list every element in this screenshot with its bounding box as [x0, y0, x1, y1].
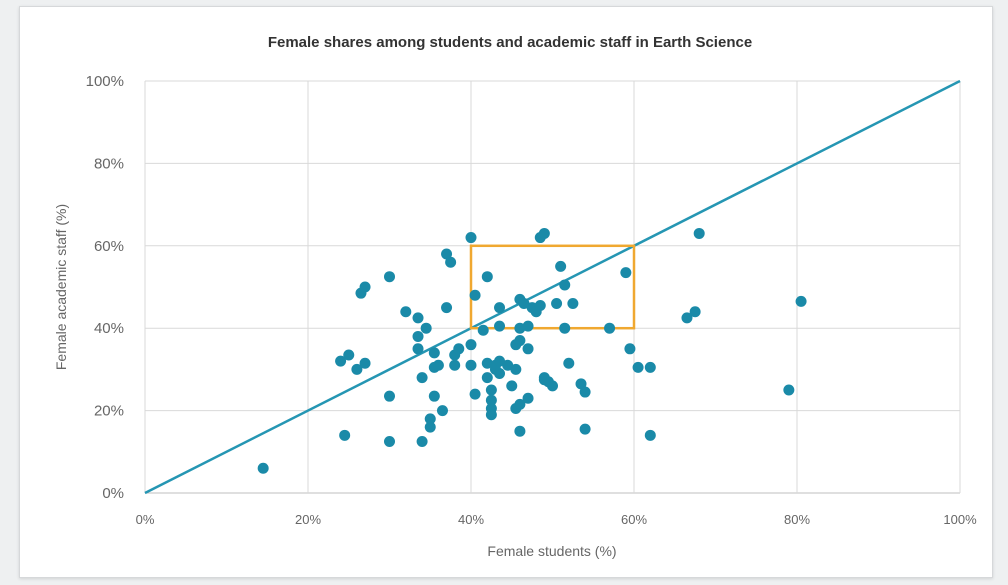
data-point [428, 390, 440, 402]
data-point [359, 357, 371, 369]
data-point [644, 361, 656, 373]
data-point [335, 355, 347, 367]
data-point [624, 343, 636, 355]
data-point [514, 425, 526, 437]
data-point [494, 302, 506, 314]
data-point [343, 349, 355, 361]
data-point [428, 347, 440, 359]
x-axis-title: Female students (%) [487, 543, 616, 559]
data-point [522, 343, 534, 355]
data-point [445, 256, 457, 268]
data-point [400, 306, 412, 318]
data-point [485, 394, 497, 406]
data-point [514, 398, 526, 410]
data-point [795, 295, 807, 307]
data-point [465, 359, 477, 371]
data-point [477, 324, 489, 336]
data-point [567, 297, 579, 309]
data-point [257, 462, 269, 474]
highlight-box [469, 244, 636, 330]
data-point [783, 384, 795, 396]
data-point [502, 359, 514, 371]
data-point [620, 267, 632, 279]
data-point [412, 312, 424, 324]
data-point [522, 392, 534, 404]
y-axis-title: Female academic staff (%) [53, 204, 69, 370]
data-point [420, 322, 432, 334]
data-point [494, 368, 506, 380]
data-point [485, 403, 497, 415]
data-point [579, 386, 591, 398]
x-tick-labels: 0% 20% 40% 60% 80% 100% [136, 512, 977, 527]
data-point [384, 271, 395, 283]
data-point [481, 372, 493, 384]
data-point [424, 413, 436, 425]
data-point [689, 306, 701, 318]
data-point [559, 322, 571, 334]
data-point [547, 380, 558, 392]
data-point [416, 372, 428, 384]
data-point [518, 297, 530, 309]
y-tick-label: 20% [94, 403, 124, 420]
y-tick-label: 0% [102, 485, 124, 502]
data-point [351, 363, 363, 375]
data-point [412, 330, 424, 342]
data-point [494, 320, 506, 332]
data-point [359, 281, 371, 293]
data-point [693, 227, 705, 239]
reference-line [144, 79, 961, 495]
data-point [579, 423, 591, 435]
data-point [465, 339, 477, 351]
data-point [384, 436, 395, 447]
y-tick-label: 80% [94, 155, 124, 172]
y-tick-labels: 0% 20% 40% 60% 80% 100% [86, 73, 124, 502]
data-point [412, 343, 424, 355]
data-point [441, 248, 453, 260]
data-point [485, 384, 497, 396]
data-point [559, 279, 571, 291]
data-point [534, 300, 546, 312]
data-point [575, 378, 587, 390]
y-tick-label: 100% [86, 73, 124, 90]
y-tick-label: 60% [94, 238, 124, 255]
data-point [555, 260, 567, 272]
data-point [506, 380, 518, 392]
data-point [510, 363, 522, 375]
data-point [681, 312, 693, 324]
data-point [514, 335, 526, 347]
data-point [469, 388, 481, 400]
data-point [522, 320, 534, 332]
data-point [644, 429, 656, 441]
data-point [563, 357, 575, 369]
x-tick-label: 60% [621, 512, 647, 527]
data-point [384, 390, 395, 402]
data-point [416, 436, 428, 447]
data-point [339, 429, 351, 441]
data-point [469, 289, 481, 301]
data-point [465, 232, 477, 244]
data-point [432, 359, 444, 371]
data-point [551, 297, 563, 309]
data-point [449, 359, 461, 371]
data-point [632, 361, 644, 373]
data-point [424, 421, 436, 433]
y-tick-label: 40% [94, 320, 124, 337]
chart-title: Female shares among students and academi… [268, 34, 752, 51]
data-point [453, 343, 465, 355]
x-tick-label: 0% [136, 512, 155, 527]
data-point [436, 405, 448, 417]
data-point [481, 271, 493, 283]
data-points [257, 227, 807, 474]
x-tick-label: 20% [295, 512, 321, 527]
data-point [441, 302, 453, 314]
x-tick-label: 100% [943, 512, 977, 527]
data-point [538, 227, 550, 239]
x-tick-label: 80% [784, 512, 810, 527]
data-point [494, 355, 506, 367]
chart-card [19, 6, 993, 578]
data-point [604, 322, 616, 334]
x-tick-label: 40% [458, 512, 484, 527]
